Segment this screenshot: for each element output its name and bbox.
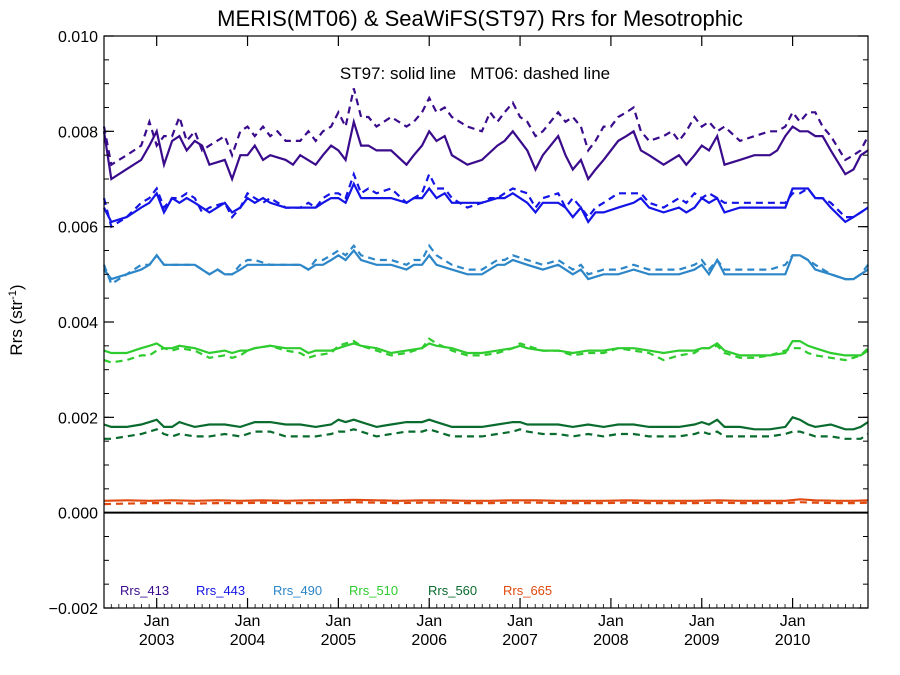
chart-annotation: ST97: solid line MT06: dashed line: [340, 64, 610, 83]
y-tick-label: 0.000: [58, 506, 98, 523]
x-tick-month: Jan: [416, 613, 442, 630]
y-axis-label: Rrs (str-1): [7, 284, 26, 355]
y-tick-label: −0.002: [49, 601, 98, 618]
y-tick-label: 0.002: [58, 410, 98, 427]
x-tick-year: 2004: [230, 632, 266, 649]
plot-area: 0.010 0.008 0.006 0.004 0.002 0.000 −0.002 Jan 2…: [49, 29, 869, 649]
legend-entry-Rrs_510: Rrs_510: [349, 583, 398, 598]
series-line-Rrs_510-solid: [103, 340, 869, 357]
y-tick-label: 0.006: [58, 220, 98, 237]
x-tick-month: Jan: [507, 613, 533, 630]
series-line-Rrs_665-solid: [103, 498, 869, 502]
series-layer: [102, 88, 869, 506]
y-axis-label-main: Rrs (str: [7, 300, 26, 356]
x-tick-year: 2006: [411, 632, 447, 649]
x-tick-year: 2009: [684, 632, 720, 649]
legend-entry-Rrs_413: Rrs_413: [120, 583, 169, 598]
legend-entry-Rrs_560: Rrs_560: [428, 583, 477, 598]
y-axis-label-sup: -1: [7, 290, 19, 300]
y-tick-label: 0.008: [58, 124, 98, 141]
tick-layer: 0.010 0.008 0.006 0.004 0.002 0.000 −0.002 Jan 2…: [49, 29, 868, 649]
legend-entry-Rrs_490: Rrs_490: [273, 583, 322, 598]
x-tick-month: Jan: [235, 613, 261, 630]
legend: Rrs_413 Rrs_443 Rrs_490 Rrs_510 Rrs_560 Rrs_6…: [120, 583, 552, 598]
x-tick-month: Jan: [598, 613, 624, 630]
x-tick-year: 2010: [775, 632, 811, 649]
x-tick-year: 2007: [502, 632, 538, 649]
series-line-Rrs_560-solid: [103, 416, 869, 431]
y-tick-label: 0.010: [58, 29, 98, 46]
series-line-Rrs_413-solid: [102, 117, 869, 183]
legend-entry-Rrs_443: Rrs_443: [196, 583, 245, 598]
x-tick-year: 2005: [321, 632, 357, 649]
x-tick-month: Jan: [780, 613, 806, 630]
series-line-Rrs_490-solid: [103, 248, 869, 281]
x-tick-month: Jan: [325, 613, 351, 630]
y-tick-label: 0.004: [58, 315, 98, 332]
x-tick-month: Jan: [144, 613, 170, 630]
series-line-Rrs_665-dashed: [103, 501, 869, 506]
series-line-Rrs_560-dashed: [104, 428, 869, 440]
series-line-Rrs_510-dashed: [103, 337, 869, 364]
x-tick-year: 2003: [139, 632, 175, 649]
y-axis-label-close: ): [7, 284, 26, 290]
series-line-Rrs_490-dashed: [102, 243, 869, 286]
legend-entry-Rrs_665: Rrs_665: [503, 583, 552, 598]
chart-title: MERIS(MT06) & SeaWiFS(ST97) Rrs for Meso…: [217, 6, 743, 31]
series-line-Rrs_443-solid: [103, 181, 869, 224]
x-tick-year: 2008: [593, 632, 629, 649]
series-line-Rrs_413-dashed: [102, 88, 869, 167]
x-tick-month: Jan: [689, 613, 715, 630]
